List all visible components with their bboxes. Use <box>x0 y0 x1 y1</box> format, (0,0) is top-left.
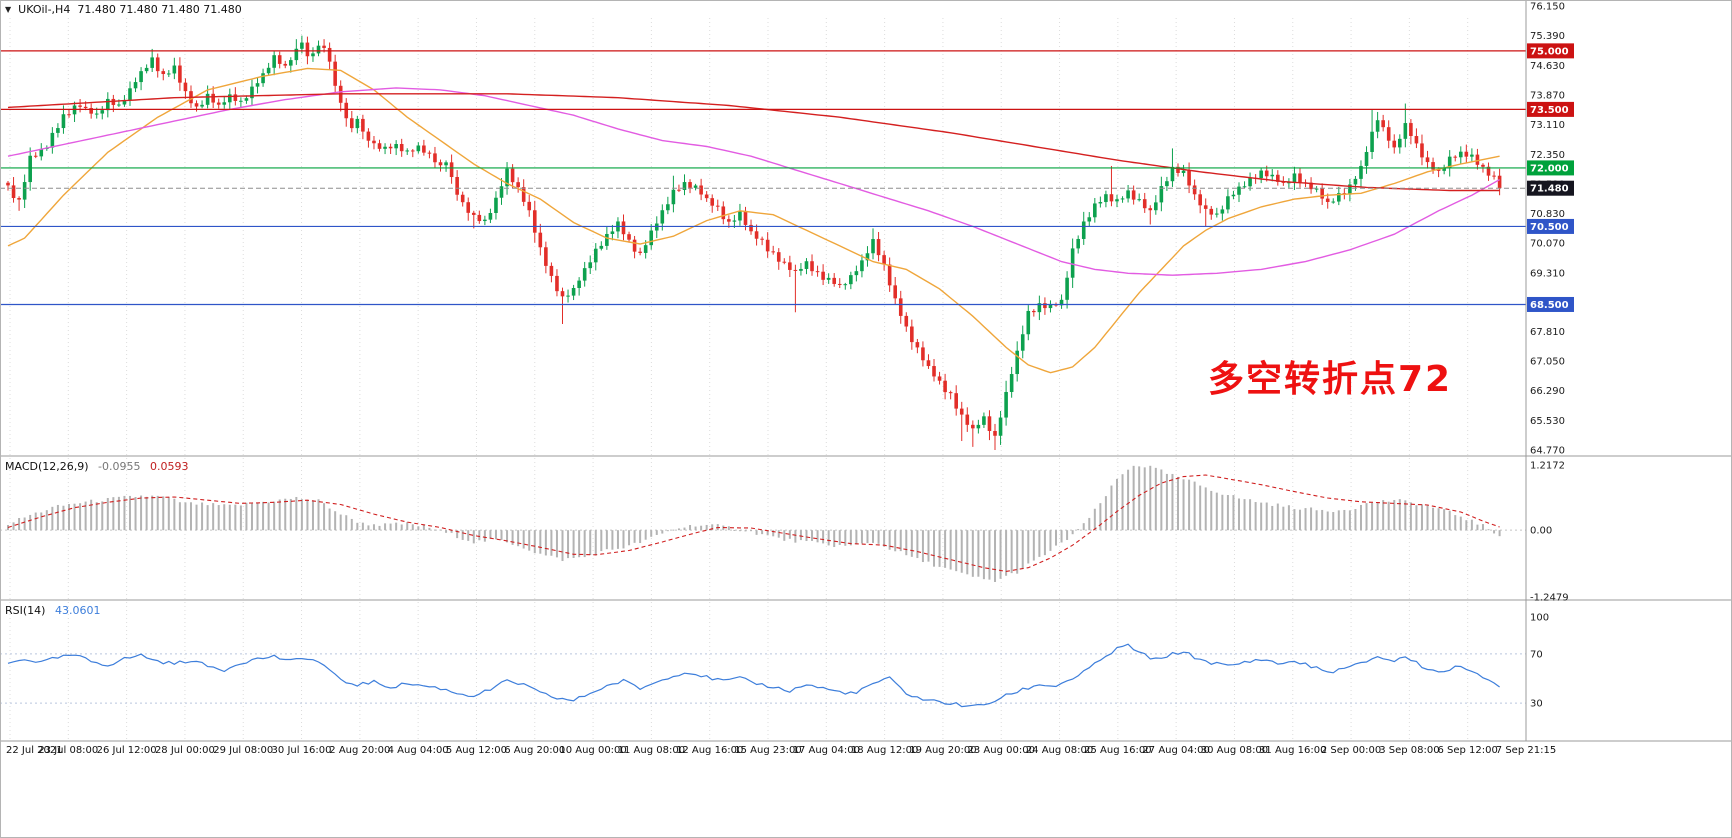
macd-signal-value: 0.0593 <box>150 460 189 473</box>
time-axis-label: 29 Jul 08:00 <box>213 745 273 756</box>
time-axis-label: 25 Aug 16:00 <box>1084 745 1151 756</box>
price-level-badge[interactable]: 75.000 <box>1527 43 1574 59</box>
time-axis-label: 6 Sep 12:00 <box>1437 745 1497 756</box>
time-axis-label: 24 Aug 08:00 <box>1026 745 1093 756</box>
price-tick-label: 65.530 <box>1530 416 1565 427</box>
time-axis-label: 23 Aug 00:00 <box>968 745 1035 756</box>
time-axis-label: 26 Jul 12:00 <box>97 745 157 756</box>
rsi-panel <box>7 643 1500 708</box>
time-axis-label: 6 Aug 20:00 <box>504 745 565 756</box>
price-level-badge[interactable]: 72.000 <box>1527 160 1574 176</box>
ma-fast-line <box>7 67 1500 374</box>
time-axis-label: 4 Aug 04:00 <box>388 745 449 756</box>
annotation-text: 多空转折点72 <box>1208 359 1453 400</box>
time-axis-label: 15 Aug 23:00 <box>734 745 801 756</box>
rsi-line <box>7 643 1500 708</box>
macd-name: MACD(12,26,9) <box>5 460 89 473</box>
macd-tick-label: -1.2479 <box>1530 593 1569 604</box>
ma-mid-line <box>7 87 1500 276</box>
time-axis-label: 19 Aug 20:00 <box>909 745 976 756</box>
time-axis-label: 7 Sep 21:15 <box>1496 745 1556 756</box>
macd-main-value: -0.0955 <box>98 460 141 473</box>
price-tick-label: 70.830 <box>1530 209 1565 220</box>
price-level-badge[interactable]: 73.500 <box>1527 101 1574 117</box>
time-axis-label: 12 Aug 16:00 <box>676 745 743 756</box>
rsi-name: RSI(14) <box>5 604 46 617</box>
moving-averages <box>7 67 1500 374</box>
rsi-tick-label: 70 <box>1530 649 1543 660</box>
time-axis-label: 23 Jul 08:00 <box>38 745 98 756</box>
panel-separators <box>0 0 1732 742</box>
time-axis-label: 5 Aug 12:00 <box>446 745 507 756</box>
current-price-badge[interactable]: 71.480 <box>1527 180 1574 196</box>
rsi-indicator-label: RSI(14) 43.0601 <box>5 604 100 617</box>
price-axis: 76.15075.39074.63073.87073.11072.35071.5… <box>1527 2 1574 710</box>
macd-panel <box>7 465 1501 582</box>
price-tick-label: 73.870 <box>1530 90 1565 101</box>
price-level-badge[interactable]: 68.500 <box>1527 296 1574 312</box>
time-axis-label: 30 Aug 08:00 <box>1201 745 1268 756</box>
grid-lines <box>0 18 1527 741</box>
price-level-badge[interactable]: 70.500 <box>1527 218 1574 234</box>
time-axis-label: 28 Jul 00:00 <box>155 745 215 756</box>
svg-text:75.000: 75.000 <box>1530 46 1569 57</box>
price-tick-label: 67.810 <box>1530 327 1565 338</box>
time-axis-label: 22 Jul 2021 <box>6 745 63 756</box>
time-axis-label: 31 Aug 16:00 <box>1259 745 1326 756</box>
price-tick-label: 73.110 <box>1530 120 1565 131</box>
time-axis-label: 10 Aug 00:00 <box>559 745 626 756</box>
time-axis-label: 3 Sep 08:00 <box>1379 745 1439 756</box>
time-axis-label: 2 Sep 00:00 <box>1321 745 1381 756</box>
svg-text:68.500: 68.500 <box>1530 300 1569 311</box>
symbol-dropdown-icon[interactable]: ▼ <box>5 5 12 14</box>
time-axis-label: 30 Jul 16:00 <box>272 745 332 756</box>
svg-text:71.480: 71.480 <box>1530 184 1569 195</box>
rsi-tick-label: 30 <box>1530 699 1543 710</box>
macd-tick-label: 1.2172 <box>1530 461 1565 472</box>
macd-signal-line <box>7 474 1500 572</box>
time-axis-label: 11 Aug 08:00 <box>618 745 685 756</box>
svg-text:73.500: 73.500 <box>1530 105 1569 116</box>
svg-text:70.500: 70.500 <box>1530 222 1569 233</box>
price-tick-label: 64.770 <box>1530 446 1565 457</box>
time-axis-label: 2 Aug 20:00 <box>329 745 390 756</box>
price-tick-label: 74.630 <box>1530 61 1565 72</box>
price-tick-label: 72.350 <box>1530 150 1565 161</box>
rsi-value: 43.0601 <box>54 604 101 617</box>
price-tick-label: 75.390 <box>1530 31 1565 42</box>
time-axis-label: 17 Aug 04:00 <box>793 745 860 756</box>
macd-tick-label: 0.00 <box>1530 526 1552 537</box>
time-axis-label: 27 Aug 04:00 <box>1142 745 1209 756</box>
price-tick-label: 70.070 <box>1530 239 1565 250</box>
svg-text:72.000: 72.000 <box>1530 163 1569 174</box>
macd-indicator-label: MACD(12,26,9) -0.0955 0.0593 <box>5 460 189 473</box>
symbol-header: ▼ UKOil-,H4 71.480 71.480 71.480 71.480 <box>5 3 242 16</box>
rsi-tick-label: 100 <box>1530 613 1549 624</box>
price-tick-label: 67.050 <box>1530 357 1565 368</box>
price-tick-label: 76.150 <box>1530 2 1565 13</box>
symbol-title: UKOil-,H4 <box>18 3 71 16</box>
time-axis-label: 18 Aug 12:00 <box>851 745 918 756</box>
price-tick-label: 69.310 <box>1530 268 1565 279</box>
price-tick-label: 66.290 <box>1530 386 1565 397</box>
ohlc-values: 71.480 71.480 71.480 71.480 <box>77 3 242 16</box>
candles <box>6 35 1502 450</box>
ma-slow-line <box>7 93 1500 192</box>
horizontal-levels[interactable] <box>0 50 1526 306</box>
